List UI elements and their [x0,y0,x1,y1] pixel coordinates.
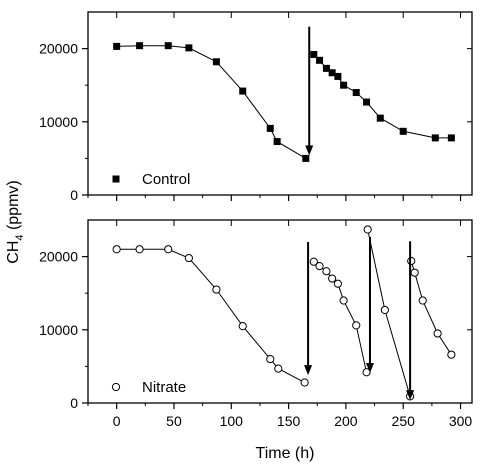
feeding-arrow-head [406,390,415,401]
series-line-control [313,54,452,139]
data-point-control [316,56,324,64]
legend-marker-nitrate [111,382,121,392]
data-point-control [266,124,274,132]
y-tick-label: 0 [70,187,78,203]
data-point-control [334,72,342,80]
x-tick-label: 50 [166,413,182,429]
data-point-control [212,58,220,66]
plot-frame [87,11,473,196]
data-point-nitrate [418,296,427,305]
panel-control: 0 10000 20000 Control [39,11,473,203]
x-tick-label: 300 [449,413,473,429]
data-point-nitrate [238,322,247,331]
data-point-control [376,114,384,122]
data-point-control [239,87,247,95]
feeding-arrow-head [365,362,374,373]
data-point-control [399,127,407,135]
y-axis-title: CH4 (ppmv) [5,180,26,263]
x-tick-label: 150 [277,413,301,429]
data-point-nitrate [328,274,337,283]
y-tick-label: 0 [70,395,78,411]
x-tick-label: 100 [220,413,244,429]
data-point-control [322,64,330,72]
data-point-control [340,81,348,89]
data-point-nitrate [266,354,275,364]
x-tick-label: 250 [392,413,416,429]
data-point-nitrate [407,256,416,266]
data-point-control [302,154,310,162]
data-point-control [447,134,455,142]
data-point-nitrate [363,225,372,234]
y-tick-label: 10000 [39,322,78,338]
y-tick-label: 10000 [39,114,78,130]
data-point-nitrate [322,267,331,276]
panels-layer: 0 10000 20000 Control 0 50 100 150 200 250 300 0 100… [39,11,473,429]
data-point-nitrate [447,350,456,359]
data-point-nitrate [135,245,144,254]
data-point-control [136,42,144,50]
x-tick-label: 0 [113,413,121,429]
data-point-nitrate [380,305,389,315]
data-point-control [185,44,193,52]
data-point-nitrate [339,296,348,305]
series-line-nitrate [313,261,367,373]
data-point-control [328,69,336,77]
data-point-nitrate [112,245,121,254]
data-point-nitrate [300,378,309,387]
data-point-control [164,42,172,50]
data-point-nitrate [212,285,221,294]
plot-frame [87,219,473,404]
data-point-nitrate [274,364,283,373]
y-axis-title-main: CH [5,241,22,264]
data-point-control [113,42,121,50]
data-point-nitrate [309,257,318,266]
legend-label-nitrate: Nitrate [142,379,186,396]
data-point-control [273,138,281,146]
data-point-nitrate [184,253,193,263]
panel-nitrate: 0 50 100 150 200 250 300 0 10000 20000 Nitrate [39,219,473,429]
data-point-nitrate [410,268,419,277]
series-line-nitrate [367,229,411,397]
x-axis-title: Time (h) [256,445,315,462]
legend-label-control: Control [142,171,190,188]
data-point-nitrate [164,245,173,254]
data-point-control [310,50,318,58]
data-point-control [431,134,439,142]
feeding-arrow-head [305,145,314,156]
y-axis-title-tail: (ppmv) [5,180,22,234]
series-line-nitrate [116,248,305,383]
data-point-control [352,89,360,97]
y-tick-label: 20000 [39,249,78,265]
data-point-nitrate [433,329,442,338]
x-tick-label: 200 [334,413,358,429]
data-point-nitrate [352,321,361,330]
y-axis-title-sub: 4 [14,235,26,241]
feeding-arrow-head [304,365,313,376]
data-point-nitrate [333,279,342,288]
data-point-control [363,98,371,106]
legend-marker-control [112,175,120,183]
data-point-nitrate [315,262,324,271]
y-tick-label: 20000 [39,41,78,57]
